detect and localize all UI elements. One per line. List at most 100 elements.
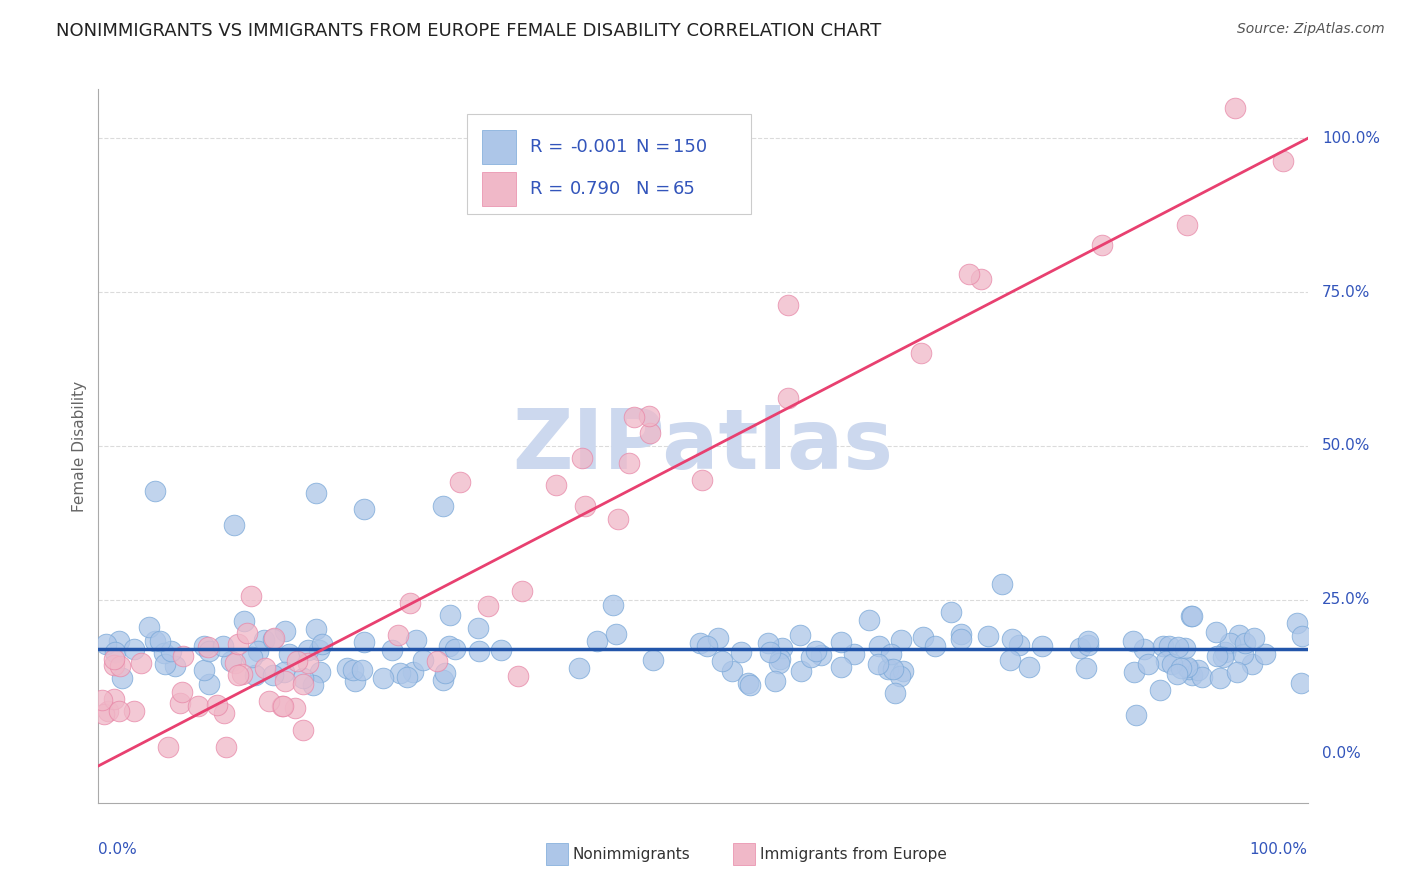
Point bbox=[197, 677, 219, 691]
Point bbox=[1178, 662, 1201, 676]
Point bbox=[353, 501, 375, 516]
Point bbox=[1166, 667, 1188, 681]
Point bbox=[143, 634, 166, 648]
Point bbox=[602, 598, 624, 612]
Point bbox=[643, 653, 665, 667]
Point bbox=[800, 649, 823, 664]
Point bbox=[103, 658, 125, 673]
Point bbox=[143, 484, 166, 499]
Point bbox=[768, 652, 790, 666]
Text: Nonimmigrants: Nonimmigrants bbox=[572, 847, 690, 862]
Text: R =: R = bbox=[530, 138, 569, 156]
Point bbox=[233, 614, 256, 628]
Point bbox=[271, 699, 294, 714]
Point bbox=[439, 607, 461, 622]
Point bbox=[1122, 633, 1144, 648]
Point bbox=[970, 271, 993, 285]
Point bbox=[789, 628, 811, 642]
Point bbox=[285, 653, 308, 667]
Point bbox=[804, 644, 827, 658]
Point bbox=[730, 645, 752, 659]
Point bbox=[240, 649, 263, 664]
Point bbox=[305, 622, 328, 636]
Point bbox=[911, 631, 934, 645]
Point bbox=[1226, 665, 1249, 680]
Point bbox=[1001, 632, 1024, 647]
Point bbox=[292, 677, 315, 691]
Point bbox=[297, 657, 319, 671]
Text: R =: R = bbox=[530, 180, 569, 198]
Point bbox=[882, 662, 904, 676]
Point bbox=[247, 644, 270, 658]
Point bbox=[1213, 645, 1236, 659]
Point bbox=[1219, 635, 1241, 649]
Point bbox=[508, 669, 530, 683]
Point bbox=[638, 409, 661, 424]
Point bbox=[1191, 670, 1213, 684]
FancyBboxPatch shape bbox=[467, 114, 751, 214]
Point bbox=[1223, 101, 1246, 115]
Text: N =: N = bbox=[637, 180, 676, 198]
Point bbox=[187, 698, 209, 713]
Point bbox=[1091, 238, 1114, 252]
Point bbox=[692, 473, 714, 487]
Point bbox=[910, 345, 932, 359]
Point bbox=[568, 661, 591, 675]
Point bbox=[122, 705, 145, 719]
Point bbox=[292, 723, 315, 737]
Point bbox=[1031, 639, 1053, 653]
Point bbox=[790, 664, 813, 678]
Point bbox=[108, 633, 131, 648]
Point bbox=[707, 631, 730, 645]
Point bbox=[243, 667, 266, 681]
Text: Source: ZipAtlas.com: Source: ZipAtlas.com bbox=[1237, 22, 1385, 37]
Point bbox=[108, 704, 131, 718]
Point bbox=[868, 657, 890, 671]
Text: 100.0%: 100.0% bbox=[1250, 842, 1308, 857]
Point bbox=[889, 669, 911, 683]
Point bbox=[262, 632, 284, 647]
Point bbox=[880, 647, 903, 661]
Point bbox=[1159, 639, 1181, 653]
Text: 75.0%: 75.0% bbox=[1322, 285, 1371, 300]
Point bbox=[1212, 650, 1234, 665]
Point bbox=[842, 647, 865, 661]
Point bbox=[737, 676, 759, 690]
Point bbox=[149, 633, 172, 648]
Point bbox=[830, 635, 852, 649]
Point bbox=[193, 640, 215, 654]
Point bbox=[254, 660, 277, 674]
Point bbox=[197, 640, 219, 655]
Point bbox=[1229, 628, 1251, 642]
Point bbox=[1074, 661, 1097, 675]
Point bbox=[236, 626, 259, 640]
Text: 65: 65 bbox=[673, 180, 696, 198]
Point bbox=[304, 485, 326, 500]
Point bbox=[437, 639, 460, 653]
Point bbox=[738, 678, 761, 692]
Point bbox=[198, 643, 221, 657]
Point bbox=[449, 475, 471, 490]
Point bbox=[891, 665, 914, 679]
Point bbox=[224, 518, 246, 533]
Point bbox=[138, 619, 160, 633]
Point bbox=[110, 658, 132, 673]
Point bbox=[1125, 708, 1147, 723]
Point bbox=[607, 512, 630, 526]
Point bbox=[274, 673, 297, 688]
Point bbox=[638, 426, 661, 441]
Point bbox=[877, 662, 900, 676]
Point bbox=[350, 663, 373, 677]
Point bbox=[94, 637, 117, 651]
Point bbox=[1152, 639, 1174, 653]
Point bbox=[756, 636, 779, 650]
Point bbox=[768, 657, 790, 671]
Point bbox=[763, 673, 786, 688]
Point bbox=[205, 698, 228, 712]
Point bbox=[212, 706, 235, 720]
Point bbox=[544, 478, 567, 492]
Point bbox=[153, 646, 176, 660]
Point bbox=[571, 451, 593, 466]
Point bbox=[1077, 634, 1099, 648]
Point bbox=[263, 632, 285, 646]
